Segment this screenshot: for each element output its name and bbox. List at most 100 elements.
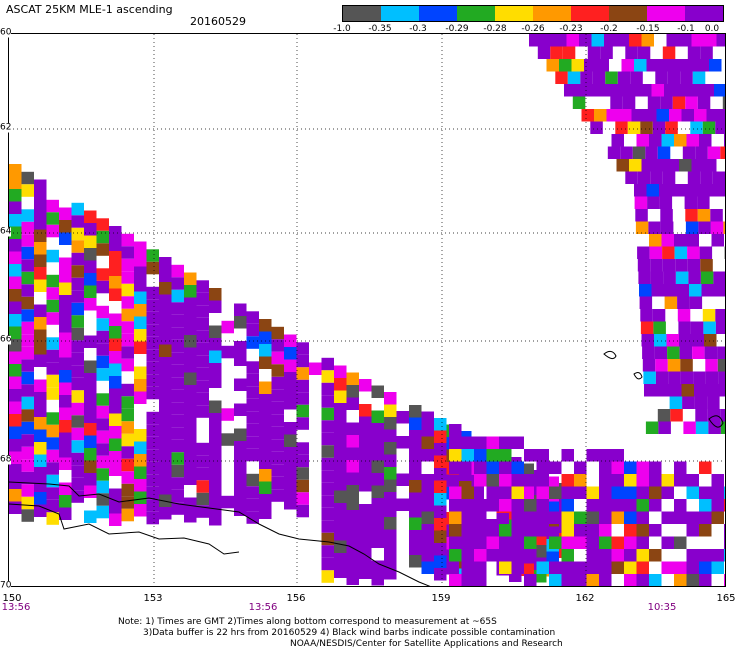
swath-cell: [121, 433, 134, 447]
swath-cell: [371, 385, 384, 398]
swath-cell: [636, 499, 649, 512]
swath-cell: [566, 34, 579, 47]
swath-cell: [346, 422, 359, 435]
swath-cell: [271, 364, 284, 377]
swath-cell: [650, 171, 663, 184]
swath-cell: [34, 479, 47, 492]
swath-cell: [384, 429, 397, 442]
swath-cell: [384, 479, 397, 492]
swath-cell: [687, 171, 701, 184]
swath-cell: [409, 542, 422, 555]
swath-cell: [474, 574, 487, 586]
swath-cell: [587, 46, 601, 59]
swath-cell: [667, 71, 681, 84]
swath-cell: [296, 404, 309, 418]
swath-cell: [689, 284, 702, 297]
swath-cell: [259, 381, 272, 394]
swath-cell: [271, 439, 284, 452]
swath-cell: [511, 524, 524, 537]
longitude-label: 150: [2, 593, 22, 604]
swath-cell: [46, 449, 59, 463]
swath-cell: [709, 59, 722, 72]
swath-cell: [635, 221, 649, 234]
swath-cell: [346, 435, 359, 448]
swath-cell: [109, 276, 122, 289]
swath-cell: [371, 448, 384, 461]
swath-cell: [717, 359, 725, 372]
swath-cell: [209, 425, 222, 438]
swath-cell: [409, 530, 422, 543]
swath-cell: [409, 467, 422, 480]
swath-cell: [46, 437, 59, 450]
swath-cell: [296, 492, 309, 505]
swath-cell: [21, 446, 34, 460]
swath-cell: [34, 242, 47, 255]
swath-cell: [421, 474, 434, 487]
swath-cell: [209, 463, 222, 476]
swath-cell: [521, 563, 534, 576]
swath-cell: [697, 196, 710, 209]
swath-cell: [699, 524, 712, 537]
swath-cell: [449, 424, 462, 437]
swath-cell: [687, 259, 701, 272]
swath-cell: [184, 435, 197, 448]
swath-cell: [671, 184, 684, 197]
swath-cell: [499, 449, 512, 462]
swath-cell: [84, 410, 97, 423]
swath-cell: [660, 209, 673, 222]
swath-cell: [34, 329, 47, 342]
swath-cell: [346, 547, 359, 560]
swath-cell: [607, 146, 621, 159]
swath-cell: [159, 282, 172, 295]
swath-cell: [46, 362, 59, 375]
swath-cell: [171, 364, 184, 378]
swath-cell: [599, 461, 612, 474]
swath-cell: [46, 412, 59, 425]
swath-cell: [524, 574, 537, 586]
swath-cell: [511, 461, 524, 474]
swath-cell: [321, 395, 334, 408]
swath-cell: [649, 574, 662, 586]
swath-cell: [34, 392, 47, 405]
swath-cell: [699, 461, 712, 474]
swath-cell: [359, 479, 372, 492]
swath-cell: [599, 587, 612, 588]
swath-cell: [46, 349, 59, 363]
swath-cell: [34, 442, 47, 455]
swath-cell: [96, 455, 109, 469]
swath-cell: [499, 561, 512, 574]
swath-cell: [499, 524, 512, 537]
swath-cell: [46, 249, 59, 263]
swath-cell: [449, 536, 462, 549]
swath-cell: [666, 34, 679, 47]
swath-cell: [146, 374, 159, 387]
swath-cell: [59, 307, 72, 320]
swath-cell: [109, 351, 122, 364]
swath-cell: [661, 511, 674, 524]
swath-cell: [681, 109, 694, 122]
swath-cell: [34, 429, 47, 442]
swath-cell: [334, 565, 347, 578]
swath-cell: [674, 536, 687, 549]
swath-cell: [449, 449, 462, 462]
longitude-label: 153: [143, 593, 163, 604]
swath-cell: [721, 184, 725, 197]
swath-cell: [715, 309, 725, 322]
swath-cell: [421, 436, 434, 449]
swath-cell: [717, 346, 725, 359]
swath-cell: [634, 196, 648, 209]
swath-cell: [21, 384, 34, 397]
swath-cell: [692, 71, 706, 84]
swath-cell: [171, 427, 184, 440]
swath-cell: [209, 400, 222, 413]
swath-cell: [196, 292, 209, 306]
swath-cell: [184, 385, 197, 398]
swath-cell: [71, 340, 84, 353]
swath-cell: [371, 535, 384, 548]
swath-cell: [662, 171, 676, 184]
swath-cell: [46, 474, 59, 488]
swath-cell: [146, 261, 159, 275]
swath-cell: [71, 277, 84, 291]
swath-cell: [649, 486, 662, 499]
swath-cell: [9, 201, 22, 214]
